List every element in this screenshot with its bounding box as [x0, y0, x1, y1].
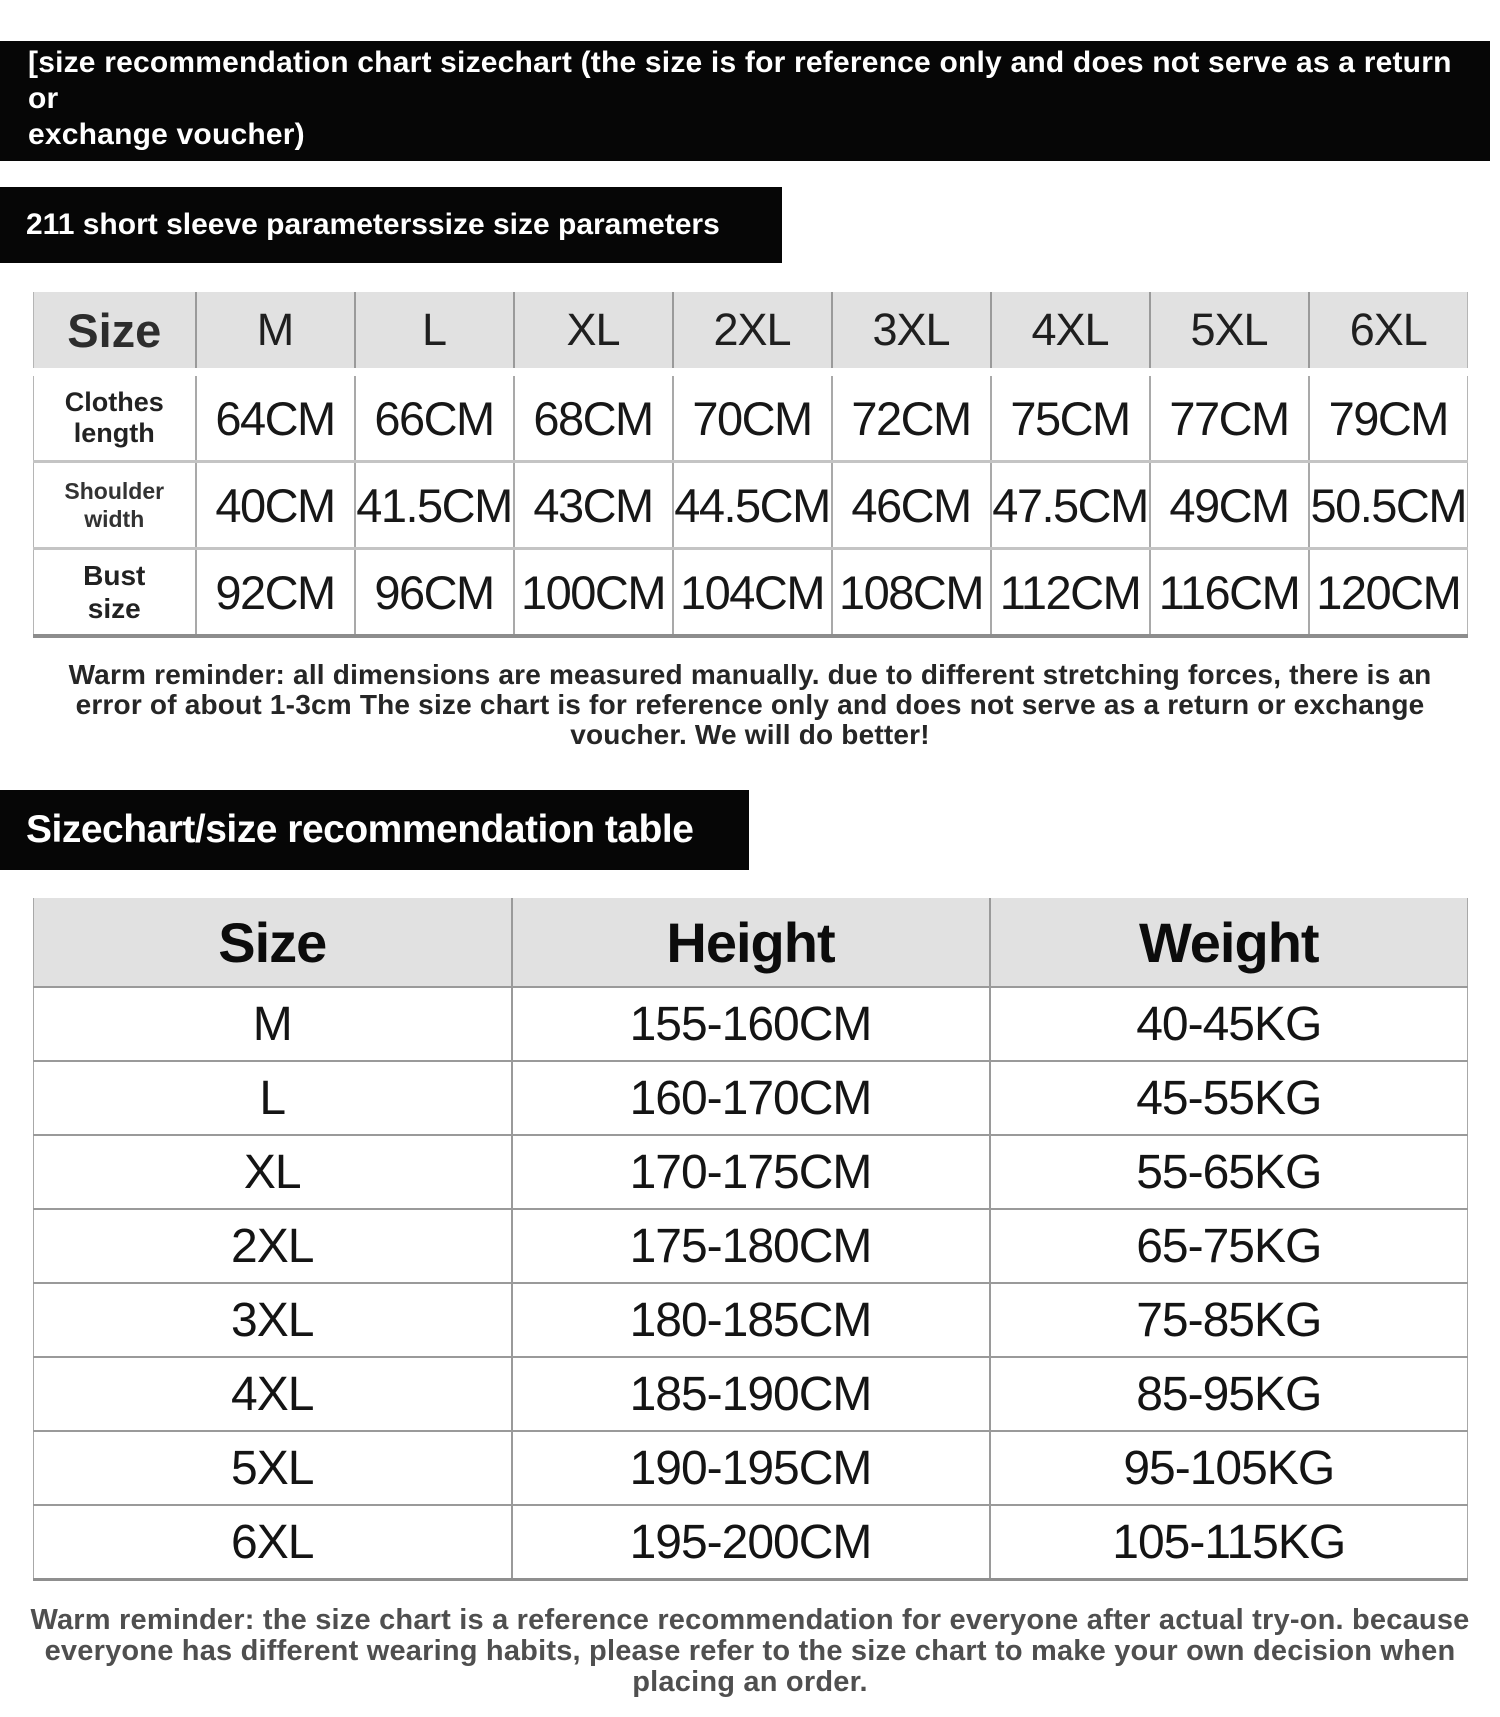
reminder-line: voucher. We will do better! [570, 719, 930, 750]
table-cell: 47.5CM [989, 460, 1150, 549]
table-row-6xl: 6XL 195-200CM 105-115KG [33, 1504, 1468, 1581]
table-cell: 75-85KG [988, 1282, 1468, 1357]
table-cell: 104CM [671, 547, 832, 638]
table-cell: 2XL [33, 1208, 512, 1283]
sizechart-banner-label: Sizechart/size recommendation table [26, 808, 694, 851]
warm-reminder-measurements: Warm reminder: all dimensions are measur… [40, 660, 1460, 750]
top-title-line-2: exchange voucher) [28, 118, 305, 151]
parameters-banner-label: 211 short sleeve parameterssize size par… [26, 208, 720, 241]
reminder-line: Warm reminder: all dimensions are measur… [68, 659, 1432, 690]
column-header-2xl: 2XL [671, 292, 832, 376]
table-cell: 85-95KG [988, 1356, 1468, 1431]
table-row-xl: XL 170-175CM 55-65KG [33, 1134, 1468, 1209]
column-header-l: L [353, 292, 514, 376]
table-cell: 105-115KG [988, 1504, 1468, 1581]
column-header-m: M [194, 292, 355, 376]
table-cell: 155-160CM [510, 987, 990, 1061]
reminder-line: everyone has different wearing habits, p… [44, 1635, 1456, 1667]
table-cell: 41.5CM [353, 460, 514, 549]
top-title-banner: [size recommendation chart sizechart (th… [0, 41, 1490, 161]
reminder-line: placing an order. [632, 1666, 868, 1698]
table-cell: 46CM [830, 460, 991, 549]
table-cell: 55-65KG [988, 1134, 1468, 1209]
table-cell: 43CM [512, 460, 673, 549]
size-parameters-table: Size M L XL 2XL 3XL 4XL 5XL 6XL Clothes … [33, 292, 1468, 638]
column-header-6xl: 6XL [1307, 292, 1468, 376]
recommendation-header-row: Size Height Weight [33, 898, 1468, 988]
column-header-height: Height [510, 898, 990, 988]
table-row-4xl: 4XL 185-190CM 85-95KG [33, 1356, 1468, 1431]
column-header-3xl: 3XL [830, 292, 991, 376]
column-header-weight: Weight [988, 898, 1468, 988]
table-cell: 75CM [989, 372, 1150, 462]
table-cell: 4XL [33, 1356, 512, 1431]
table-cell: 170-175CM [510, 1134, 990, 1209]
table-cell: 72CM [830, 372, 991, 462]
table-cell: 44.5CM [671, 460, 832, 549]
table-cell: 185-190CM [510, 1356, 990, 1431]
size-recommendation-table: Size Height Weight M 155-160CM 40-45KG L… [33, 898, 1468, 1581]
column-header-size: Size [33, 292, 196, 376]
table-row-l: L 160-170CM 45-55KG [33, 1060, 1468, 1135]
table-cell: 3XL [33, 1282, 512, 1357]
size-chart-page: { "banners": { "top": { "lines": [ "[siz… [0, 41, 1500, 1717]
table-row-3xl: 3XL 180-185CM 75-85KG [33, 1282, 1468, 1357]
size-table-header-row: Size M L XL 2XL 3XL 4XL 5XL 6XL [33, 292, 1468, 376]
table-cell: 190-195CM [510, 1430, 990, 1505]
table-row-bust-size: Bust size 92CM 96CM 100CM 104CM 108CM 11… [33, 547, 1468, 638]
table-cell: 49CM [1148, 460, 1309, 549]
table-cell: XL [33, 1134, 512, 1209]
table-cell: 79CM [1307, 372, 1468, 462]
table-cell: 40CM [194, 460, 355, 549]
table-cell: 116CM [1148, 547, 1309, 638]
table-cell: 92CM [194, 547, 355, 638]
table-cell: 180-185CM [510, 1282, 990, 1357]
column-header-5xl: 5XL [1148, 292, 1309, 376]
table-cell: 77CM [1148, 372, 1309, 462]
table-cell: 68CM [512, 372, 673, 462]
table-row-clothes-length: Clothes length 64CM 66CM 68CM 70CM 72CM … [34, 372, 1468, 462]
column-header-xl: XL [512, 292, 673, 376]
table-cell: 108CM [830, 547, 991, 638]
table-row-shoulder-width: Shoulder width 40CM 41.5CM 43CM 44.5CM 4… [33, 460, 1468, 549]
table-cell: 175-180CM [510, 1208, 990, 1283]
table-row-m: M 155-160CM 40-45KG [34, 987, 1468, 1061]
table-cell: M [252, 997, 293, 1051]
table-cell: 40-45KG [988, 987, 1468, 1061]
table-cell: 64CM [194, 372, 355, 462]
table-cell: 45-55KG [988, 1060, 1468, 1135]
column-header-4xl: 4XL [989, 292, 1150, 376]
warm-reminder-try-on: Warm reminder: the size chart is a refer… [30, 1605, 1470, 1698]
sizechart-banner: Sizechart/size recommendation table [0, 790, 750, 870]
table-row-5xl: 5XL 190-195CM 95-105KG [33, 1430, 1468, 1505]
row-label: Clothes length [64, 387, 164, 448]
row-label: Bust size [33, 547, 196, 638]
table-cell: 65-75KG [988, 1208, 1468, 1283]
table-cell: 95-105KG [988, 1430, 1468, 1505]
table-cell: 112CM [989, 547, 1150, 638]
row-label: Shoulder width [33, 460, 196, 549]
table-cell: L [33, 1060, 512, 1135]
top-title-line-1: [size recommendation chart sizechart (th… [28, 46, 1452, 115]
table-cell: 96CM [353, 547, 514, 638]
table-cell: 100CM [512, 547, 673, 638]
table-cell: 6XL [33, 1504, 512, 1581]
reminder-line: error of about 1-3cm The size chart is f… [75, 689, 1425, 720]
table-cell: 160-170CM [510, 1060, 990, 1135]
parameters-banner: 211 short sleeve parameterssize size par… [0, 187, 782, 263]
table-cell: 120CM [1307, 547, 1468, 638]
reminder-line: Warm reminder: the size chart is a refer… [30, 1604, 1470, 1636]
table-cell: 70CM [671, 372, 832, 462]
column-header-size: Size [33, 898, 512, 988]
table-cell: 50.5CM [1307, 460, 1468, 549]
table-cell: 5XL [33, 1430, 512, 1505]
table-row-2xl: 2XL 175-180CM 65-75KG [33, 1208, 1468, 1283]
table-cell: 66CM [353, 372, 514, 462]
table-cell: 195-200CM [510, 1504, 990, 1581]
